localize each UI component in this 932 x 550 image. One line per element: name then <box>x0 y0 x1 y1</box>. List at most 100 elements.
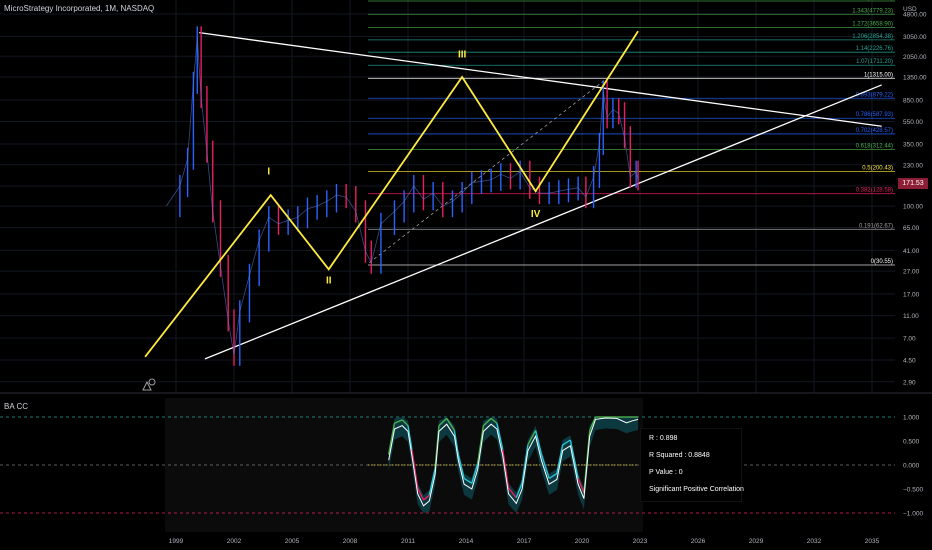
fib-level-label: 0.5(200.43) <box>862 166 893 172</box>
elliott-wave <box>144 30 639 358</box>
fib-level-label: 1.343(4779.23) <box>852 8 893 14</box>
correlation-upper-segment <box>411 449 419 489</box>
fib-level-label: 0.893(879.22) <box>856 92 893 98</box>
indicator-axis: 1.000 0.500 0.000 −0.500 −1.000 <box>903 415 923 518</box>
correlation-upper-segment <box>507 487 517 499</box>
fib-level-label: 0.702(428.57) <box>856 128 893 134</box>
trendline[interactable] <box>204 84 882 360</box>
price-tick-label: 4.50 <box>903 358 916 365</box>
price-tick-label: 17.00 <box>903 292 920 299</box>
correlation-upper-segment <box>417 487 425 501</box>
price-tick-label: 3050.00 <box>903 34 927 41</box>
price-tick-label: 27.00 <box>903 269 920 276</box>
fib-level-label: 0(30.55) <box>871 259 893 265</box>
correlation-upper-segment <box>428 468 436 496</box>
stat-r-squared: R Squared : 0.8848 <box>649 452 710 459</box>
stat-p-value: P Value : 0 <box>649 469 683 476</box>
correlation-upper-segment <box>569 439 579 479</box>
time-tick-label: 1999 <box>169 538 184 545</box>
correlation-upper-segment <box>423 494 430 501</box>
correlation-upper-segment <box>589 416 597 431</box>
correlation-upper-segment <box>540 454 550 479</box>
correlation-upper-segment <box>482 417 492 427</box>
price-tick-label: 850.00 <box>903 97 923 104</box>
price-tick-label: 11.00 <box>903 313 919 320</box>
correlation-upper-segment <box>394 419 403 424</box>
wave-label[interactable]: IV <box>531 209 541 220</box>
fib-level-label: 0.618(312.44) <box>856 144 893 150</box>
fib-level-label: 0.786(587.93) <box>856 112 893 118</box>
price-tick-label: 41.00 <box>903 248 920 255</box>
correlation-series <box>387 416 639 513</box>
price-tick-label: 4800.00 <box>903 12 927 19</box>
correlation-upper-segment <box>471 463 479 484</box>
fib-levels: 1.414(6242.60) 1.343(4779.23) 1.272(3658.9… <box>368 0 895 266</box>
correlation-upper-segment <box>401 419 409 427</box>
price-tick-label: 7.00 <box>903 336 916 343</box>
correlation-upper-segment <box>490 417 498 424</box>
correlation-upper-segment <box>515 482 523 498</box>
price-tick-label: 1350.00 <box>903 75 927 82</box>
correlation-upper-segment <box>577 478 585 494</box>
correlation-stats-panel: R : 0.898 R Squared : 0.8848 P Value : 0… <box>640 428 744 502</box>
price-tick-label: 230.00 <box>903 162 923 169</box>
indicator-title[interactable]: BA CC <box>4 402 29 411</box>
indicator-tick-label: 0.500 <box>903 439 920 446</box>
correlation-upper-segment <box>534 430 543 455</box>
main-grid <box>0 0 895 393</box>
time-tick-label: 2023 <box>633 538 648 545</box>
correlation-upper-segment <box>457 454 465 479</box>
correlation-band <box>388 417 639 513</box>
correlation-line <box>388 417 639 507</box>
time-axis[interactable]: 1999 2002 2005 2008 2011 2014 2017 2020 2023 2026… <box>169 538 880 545</box>
wave-labels[interactable]: IIIIIIIVV <box>267 0 641 287</box>
fib-level-label: 0.382(128.58) <box>856 188 893 194</box>
fib-level-label: 1(1315.00) <box>864 72 893 78</box>
stat-verdict: Significant Positive Correlation <box>649 486 744 493</box>
price-tick-label: 2.90 <box>903 379 916 386</box>
correlation-upper-segment <box>502 449 510 489</box>
price-tick-label: 2050.00 <box>903 54 927 61</box>
time-tick-label: 2035 <box>865 538 880 545</box>
correlation-upper-segment <box>446 418 455 431</box>
correlation-upper-segment <box>463 477 473 484</box>
time-tick-label: 2026 <box>691 538 706 545</box>
correlation-upper-segment <box>527 430 537 446</box>
tradingview-logo[interactable] <box>142 378 156 391</box>
wave-label[interactable]: II <box>326 276 332 287</box>
indicator-tick-label: 1.000 <box>903 415 920 422</box>
wave-label[interactable]: III <box>458 49 467 60</box>
indicator-tick-label: −1.000 <box>903 511 923 518</box>
indicator-tick-label: −0.500 <box>903 487 923 494</box>
price-tick-label: 100.00 <box>903 204 923 211</box>
correlation-upper-segment <box>453 430 459 455</box>
correlation-upper-segment <box>556 444 564 474</box>
price-tick-label: 65.00 <box>903 225 920 232</box>
time-tick-label: 2017 <box>517 538 532 545</box>
correlation-upper-segment <box>387 423 396 455</box>
correlation-upper-segment <box>476 425 485 465</box>
fib-level-label: 1.14(2226.76) <box>856 46 893 52</box>
price-tick-label: 550.00 <box>903 119 923 126</box>
wave-path[interactable] <box>144 30 639 358</box>
time-tick-label: 2005 <box>285 538 300 545</box>
correlation-upper-segment <box>562 439 571 446</box>
trendline[interactable] <box>199 32 882 127</box>
correlation-upper-segment <box>438 417 448 427</box>
wave-label[interactable]: I <box>267 166 270 177</box>
indicator-tick-label: 0.000 <box>903 463 920 470</box>
dashed-channel-line[interactable] <box>369 74 612 263</box>
time-tick-label: 2002 <box>227 538 242 545</box>
fib-level-label: 1.272(3658.90) <box>852 22 893 28</box>
fib-level-label: 1.206(2854.38) <box>852 34 893 40</box>
correlation-upper-segment <box>496 423 504 450</box>
fib-level-label: 1.07(1711.20) <box>856 59 893 65</box>
time-tick-label: 2029 <box>749 538 764 545</box>
time-tick-label: 2014 <box>459 538 474 545</box>
price-axis[interactable]: 4800.00 3050.00 2050.00 1350.00 850.00 550.00… <box>903 6 927 386</box>
chart-title: MicroStrategy Incorporated, 1M, NASDAQ <box>4 4 155 13</box>
fib-level-label: 0.191(62.67) <box>859 223 893 229</box>
fib-level-label: 1.414(6242.60) <box>852 0 893 1</box>
correlation-upper-segment <box>407 425 413 450</box>
